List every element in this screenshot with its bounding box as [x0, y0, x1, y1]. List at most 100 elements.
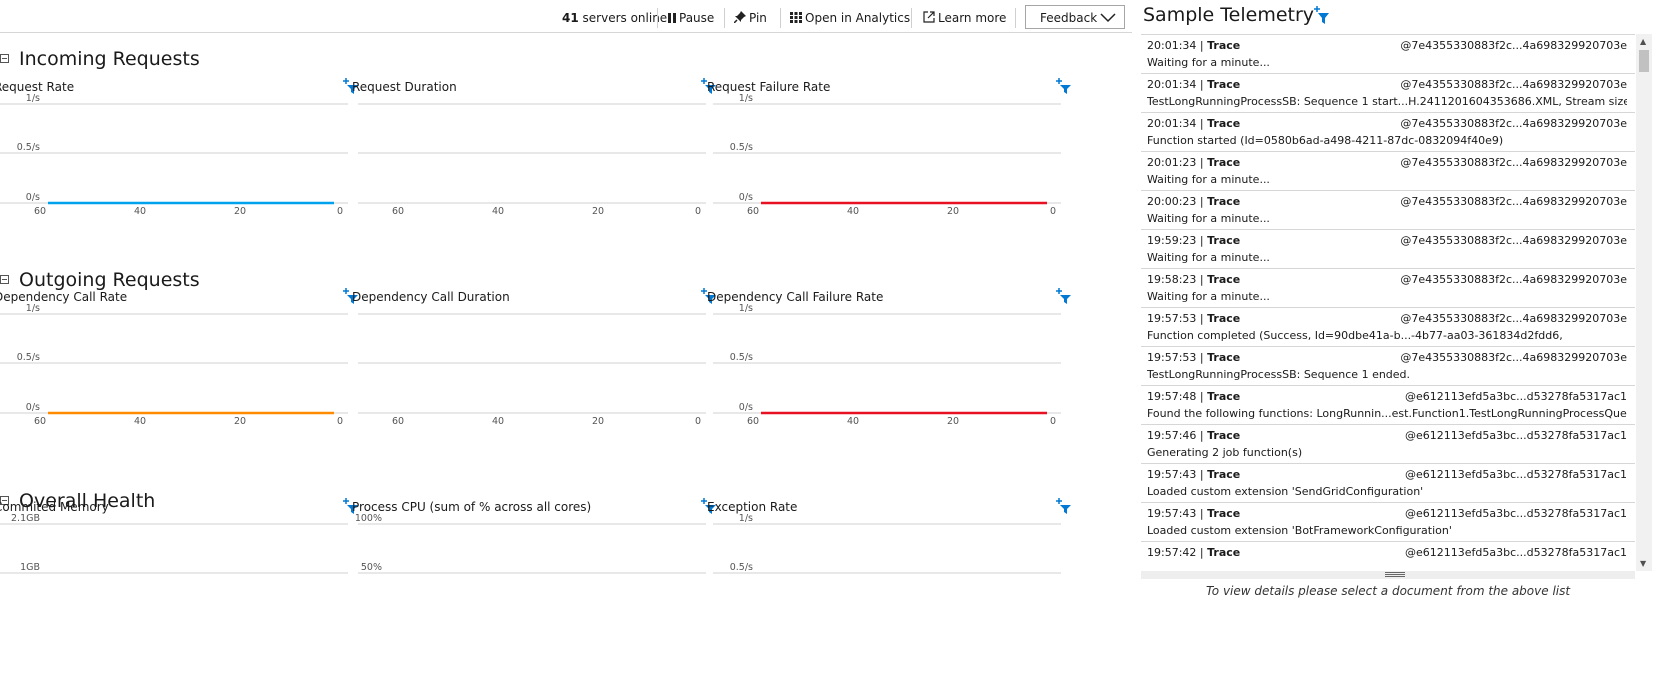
y-tick-label: 0/s: [739, 402, 753, 413]
x-tick-label: 60: [34, 416, 46, 427]
add-filter-icon[interactable]: [343, 496, 359, 514]
telemetry-operation-id: @7e4355330883f2c...4a698329920703e: [1400, 351, 1627, 364]
y-tick-label: 100%: [355, 513, 382, 524]
telemetry-row[interactable]: 19:57:43 | Trace @e612113efd5a3bc...d5327…: [1141, 464, 1635, 503]
x-tick-label: 40: [847, 416, 859, 427]
telemetry-row[interactable]: 19:57:43 | Trace @e612113efd5a3bc...d5327…: [1141, 503, 1635, 542]
x-tick-label: 60: [392, 206, 404, 217]
telemetry-message: Function completed (Success, Id=90dbe41a…: [1147, 329, 1563, 342]
telemetry-row[interactable]: 19:58:23 | Trace @7e4355330883f2c...4a698…: [1141, 269, 1635, 308]
add-filter-icon[interactable]: [1056, 496, 1072, 514]
telemetry-message: Waiting for a minute...: [1147, 173, 1270, 186]
pause-button[interactable]: Pause: [668, 11, 714, 25]
telemetry-message: Waiting for a minute...: [1147, 56, 1270, 69]
pin-button[interactable]: Pin: [734, 11, 767, 25]
toolbar-divider: [657, 8, 658, 28]
chart-title: Dependency Call Failure Rate: [707, 290, 884, 304]
y-tick-label: 1/s: [739, 513, 753, 524]
open-in-analytics-button[interactable]: Open in Analytics: [790, 11, 910, 25]
telemetry-row[interactable]: 20:00:23 | Trace @7e4355330883f2c...4a698…: [1141, 191, 1635, 230]
y-tick-label: 1/s: [26, 93, 40, 104]
collapse-icon[interactable]: [0, 496, 9, 505]
telemetry-type: Trace: [1207, 234, 1241, 247]
telemetry-row[interactable]: 20:01:34 | Trace @7e4355330883f2c...4a698…: [1141, 74, 1635, 113]
pin-icon: [734, 11, 746, 23]
telemetry-type: Trace: [1207, 117, 1241, 130]
telemetry-message: Found the following functions: LongRunni…: [1147, 407, 1627, 420]
telemetry-message: Generating 2 job function(s): [1147, 446, 1303, 459]
telemetry-message: Loaded custom extension 'SendGridConfigu…: [1147, 485, 1424, 498]
chart-plot: 60 40 20 0: [358, 103, 706, 217]
telemetry-row[interactable]: 20:01:34 | Trace @7e4355330883f2c...4a698…: [1141, 35, 1635, 74]
telemetry-type: Trace: [1207, 390, 1241, 403]
y-tick-label: 2.1GB: [11, 513, 40, 524]
add-filter-icon[interactable]: [1056, 76, 1072, 94]
add-filter-icon[interactable]: [1314, 4, 1330, 24]
telemetry-type: Trace: [1207, 507, 1241, 520]
x-tick-label: 20: [234, 416, 246, 427]
telemetry-operation-id: @7e4355330883f2c...4a698329920703e: [1400, 78, 1627, 91]
add-filter-icon[interactable]: [701, 496, 717, 514]
toolbar-divider: [1015, 8, 1016, 28]
learn-more-link[interactable]: Learn more: [923, 11, 1006, 25]
y-tick-label: 0/s: [739, 192, 753, 203]
y-tick-label: 0.5/s: [730, 142, 753, 153]
x-tick-label: 20: [234, 206, 246, 217]
scroll-up-icon[interactable]: ▲: [1640, 37, 1647, 46]
splitter-grip-icon[interactable]: [1385, 572, 1405, 577]
add-filter-icon[interactable]: [343, 286, 359, 304]
section-overall-health[interactable]: Overall Health: [0, 490, 155, 512]
telemetry-time: 19:59:23: [1147, 234, 1197, 247]
chart-title: Request Duration: [352, 80, 457, 94]
x-tick-label: 40: [492, 206, 504, 217]
telemetry-header: 19:57:43 | Trace: [1147, 507, 1241, 520]
scrollbar-thumb[interactable]: [1639, 50, 1649, 72]
scroll-down-icon[interactable]: ▼: [1640, 559, 1647, 568]
y-tick-label: 0.5/s: [730, 352, 753, 363]
add-filter-icon[interactable]: [701, 76, 717, 94]
telemetry-row[interactable]: 19:57:53 | Trace @7e4355330883f2c...4a698…: [1141, 308, 1635, 347]
chart-panel-committed-memory: Commited Memory 2.1GB 1GB: [0, 498, 359, 675]
telemetry-message: Waiting for a minute...: [1147, 212, 1270, 225]
collapse-icon[interactable]: [0, 275, 9, 284]
telemetry-message: Function started (Id=0580b6ad-a498-4211-…: [1147, 134, 1504, 147]
telemetry-message: TestLongRunningProcessSB: Sequence 1 sta…: [1147, 95, 1627, 108]
feedback-dropdown[interactable]: Feedback: [1025, 5, 1125, 29]
telemetry-time: 19:57:48: [1147, 390, 1197, 403]
chart-panel-request-rate: Request Rate 1/s 0.5/s 0/s 60 40 20 0: [0, 78, 359, 255]
telemetry-operation-id: @7e4355330883f2c...4a698329920703e: [1400, 156, 1627, 169]
section-outgoing-requests[interactable]: Outgoing Requests: [0, 269, 200, 291]
telemetry-operation-id: @7e4355330883f2c...4a698329920703e: [1400, 234, 1627, 247]
x-tick-label: 0: [1050, 416, 1056, 427]
telemetry-row[interactable]: 19:57:42 | Trace @e612113efd5a3bc...d5327…: [1141, 542, 1635, 572]
telemetry-operation-id: @7e4355330883f2c...4a698329920703e: [1400, 117, 1627, 130]
telemetry-row[interactable]: 20:01:34 | Trace @7e4355330883f2c...4a698…: [1141, 113, 1635, 152]
add-filter-icon[interactable]: [343, 76, 359, 94]
collapse-icon[interactable]: [0, 54, 9, 63]
telemetry-list[interactable]: 20:01:34 | Trace @7e4355330883f2c...4a698…: [1141, 34, 1635, 572]
section-incoming-requests[interactable]: Incoming Requests: [0, 48, 200, 70]
telemetry-time: 20:01:34: [1147, 117, 1197, 130]
telemetry-operation-id: @e612113efd5a3bc...d53278fa5317ac1: [1404, 468, 1627, 481]
add-filter-icon[interactable]: [1056, 286, 1072, 304]
telemetry-scrollbar[interactable]: ▲ ▼: [1636, 34, 1652, 571]
telemetry-row[interactable]: 20:01:23 | Trace @7e4355330883f2c...4a698…: [1141, 152, 1635, 191]
y-tick-label: 1GB: [20, 562, 40, 573]
y-tick-label: 0.5/s: [17, 352, 40, 363]
telemetry-row[interactable]: 19:57:48 | Trace @e612113efd5a3bc...d5327…: [1141, 386, 1635, 425]
x-tick-label: 20: [592, 206, 604, 217]
x-tick-label: 0: [695, 206, 701, 217]
chart-panel-request-duration: Request Duration 60 40 20 0: [352, 78, 717, 255]
toolbar: 41 servers online Pause Pin Open in Anal…: [0, 0, 1132, 33]
telemetry-operation-id: @7e4355330883f2c...4a698329920703e: [1400, 39, 1627, 52]
telemetry-time: 19:57:46: [1147, 429, 1197, 442]
telemetry-row[interactable]: 19:59:23 | Trace @7e4355330883f2c...4a698…: [1141, 230, 1635, 269]
telemetry-row[interactable]: 19:57:46 | Trace @e612113efd5a3bc...d5327…: [1141, 425, 1635, 464]
chart-title: Process CPU (sum of % across all cores): [352, 500, 592, 514]
panel-splitter[interactable]: [1141, 571, 1635, 579]
toolbar-divider: [780, 8, 781, 28]
telemetry-row[interactable]: 19:57:53 | Trace @7e4355330883f2c...4a698…: [1141, 347, 1635, 386]
telemetry-type: Trace: [1207, 195, 1241, 208]
telemetry-time: 19:57:42: [1147, 546, 1197, 559]
add-filter-icon[interactable]: [701, 286, 717, 304]
